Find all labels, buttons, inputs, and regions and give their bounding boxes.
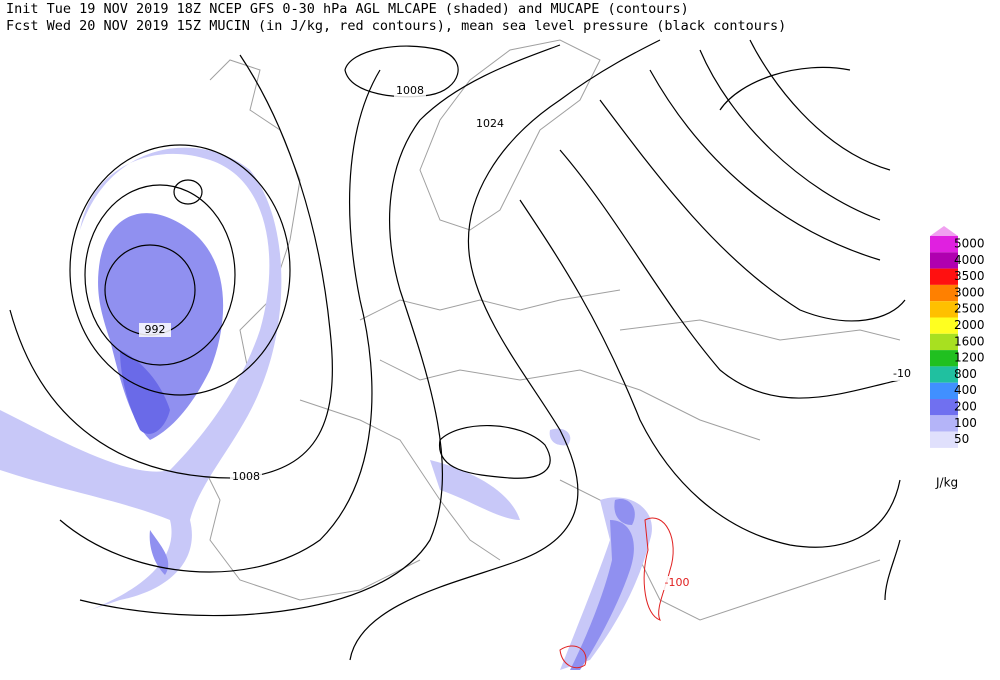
contour-label: 1008: [396, 84, 424, 97]
colorbar-label: 3000: [954, 285, 985, 299]
colorbar-swatch: [930, 268, 958, 285]
label-bg: [394, 84, 426, 98]
colorbar-swatch: [930, 284, 958, 302]
colorbar-swatch: [930, 317, 958, 334]
colorbar-swatch: [930, 350, 958, 367]
colorbar-swatch: [930, 415, 958, 432]
coastlines: [199, 39, 901, 621]
contour-label: 992: [145, 323, 166, 336]
colorbar-swatch: [930, 301, 958, 318]
label-bg: [230, 470, 262, 484]
colorbar-label: 5000: [954, 237, 985, 251]
label-bg: [139, 323, 171, 337]
colorbar-swatch: [930, 366, 958, 383]
colorbar-label: 3500: [954, 269, 985, 283]
colorbar-label: 1200: [954, 351, 985, 365]
colorbar-label: 400: [954, 383, 977, 397]
colorbar-label: 800: [954, 367, 977, 381]
header-line: Init Tue 19 NOV 2019 18Z NCEP GFS 0-30 h…: [6, 1, 689, 17]
contour-label: -100: [665, 576, 690, 589]
header-line: Fcst Wed 20 NOV 2019 15Z MUCIN (in J/kg,…: [6, 18, 786, 34]
label-bg: [661, 576, 693, 590]
contour-label: 1024: [476, 117, 504, 130]
label-bg: [886, 367, 918, 381]
colorbar-arrow: [930, 226, 958, 236]
colorbar-label: 200: [954, 400, 977, 414]
colorbar-label: 100: [954, 416, 977, 430]
colorbar-label: 4000: [954, 253, 985, 267]
mucin-contours: [559, 517, 674, 669]
colorbar-swatch: [930, 236, 958, 253]
colorbar-label: 2000: [954, 318, 985, 332]
contour-labels: 1008 1024 992 1008 -100 -10: [139, 84, 918, 590]
colorbar-swatch: [930, 333, 958, 351]
label-bg: [474, 117, 506, 131]
colorbar-label: 50: [954, 432, 969, 446]
colorbar-swatch: [930, 252, 958, 269]
colorbar-unit: J/kg: [935, 476, 958, 490]
contour-label: -10: [893, 367, 911, 380]
colorbar-label: 1600: [954, 334, 985, 348]
colorbar-label: 2500: [954, 302, 985, 316]
pressure-contours: [9, 39, 906, 661]
contour-label: 1008: [232, 470, 260, 483]
colorbar-swatch: [930, 382, 958, 399]
colorbar-swatch: [930, 399, 958, 416]
colorbar-swatch: [930, 431, 958, 448]
colorbar: 5000 4000 3500 3000 2500 2000 1600 1200 800 400 20…: [930, 226, 985, 490]
